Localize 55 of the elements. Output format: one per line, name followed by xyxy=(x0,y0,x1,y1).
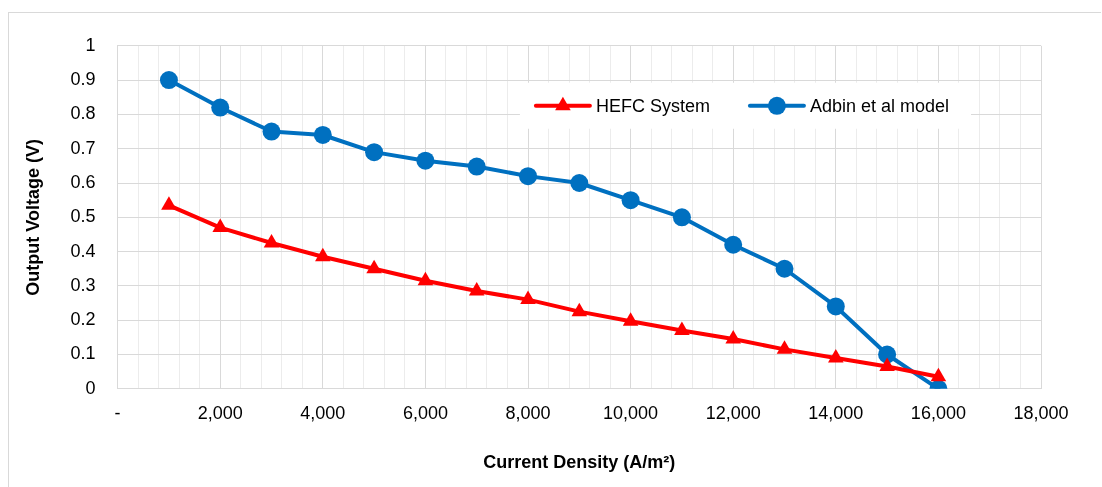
point xyxy=(467,157,486,176)
x-tick-label: 14,000 xyxy=(808,402,864,423)
point xyxy=(570,174,589,192)
x-tick-label: 18,000 xyxy=(1013,402,1069,423)
y-tick-label: 1 xyxy=(85,34,96,55)
legend-label: HEFC System xyxy=(595,95,710,116)
y-tick-label: 0.2 xyxy=(70,309,96,330)
y-tick-label: 0.6 xyxy=(70,171,96,192)
x-tick-label: 6,000 xyxy=(402,402,448,423)
point xyxy=(725,330,741,344)
point xyxy=(366,259,382,274)
point xyxy=(262,122,281,141)
point xyxy=(212,218,229,233)
point xyxy=(776,340,793,354)
point xyxy=(621,191,640,210)
x-tick-label: 2,000 xyxy=(197,402,243,423)
point xyxy=(417,271,434,286)
y-tick-label: 0.8 xyxy=(70,103,96,124)
x-tick-label: 12,000 xyxy=(705,402,761,423)
point xyxy=(775,259,794,278)
point xyxy=(263,234,280,248)
point xyxy=(724,235,743,254)
x-tick-label: - xyxy=(114,402,121,423)
y-tick-label: 0.4 xyxy=(70,240,96,261)
x-tick-label: 4,000 xyxy=(300,402,346,423)
point xyxy=(161,196,177,210)
point xyxy=(365,143,384,162)
point xyxy=(622,312,639,326)
point xyxy=(519,167,538,186)
legend-label: Adbin et al model xyxy=(809,95,950,116)
point xyxy=(416,151,435,170)
point xyxy=(826,297,845,316)
point xyxy=(674,321,690,335)
point xyxy=(313,125,332,144)
point xyxy=(520,290,536,305)
y-tick-label: 0 xyxy=(85,377,96,398)
y-tick-label: 0.1 xyxy=(70,343,96,364)
y-axis-title: Output Voltage (V) xyxy=(22,138,43,296)
x-tick-label: 8,000 xyxy=(505,402,551,423)
x-tick-label: 16,000 xyxy=(910,402,966,423)
point xyxy=(828,348,844,363)
point xyxy=(879,357,895,372)
y-tick-label: 0.3 xyxy=(70,274,96,295)
y-tick-label: 0.7 xyxy=(70,137,96,158)
y-tick-label: 0.5 xyxy=(70,206,96,227)
point xyxy=(159,71,178,90)
x-axis-title: Current Density (A/m²) xyxy=(483,452,676,473)
point xyxy=(315,247,331,262)
x-tick-label: 10,000 xyxy=(603,402,659,423)
point xyxy=(571,302,588,317)
point xyxy=(211,98,230,117)
y-tick-label: 0.9 xyxy=(70,69,96,90)
point xyxy=(930,367,947,382)
point xyxy=(468,282,485,296)
point xyxy=(672,208,691,227)
